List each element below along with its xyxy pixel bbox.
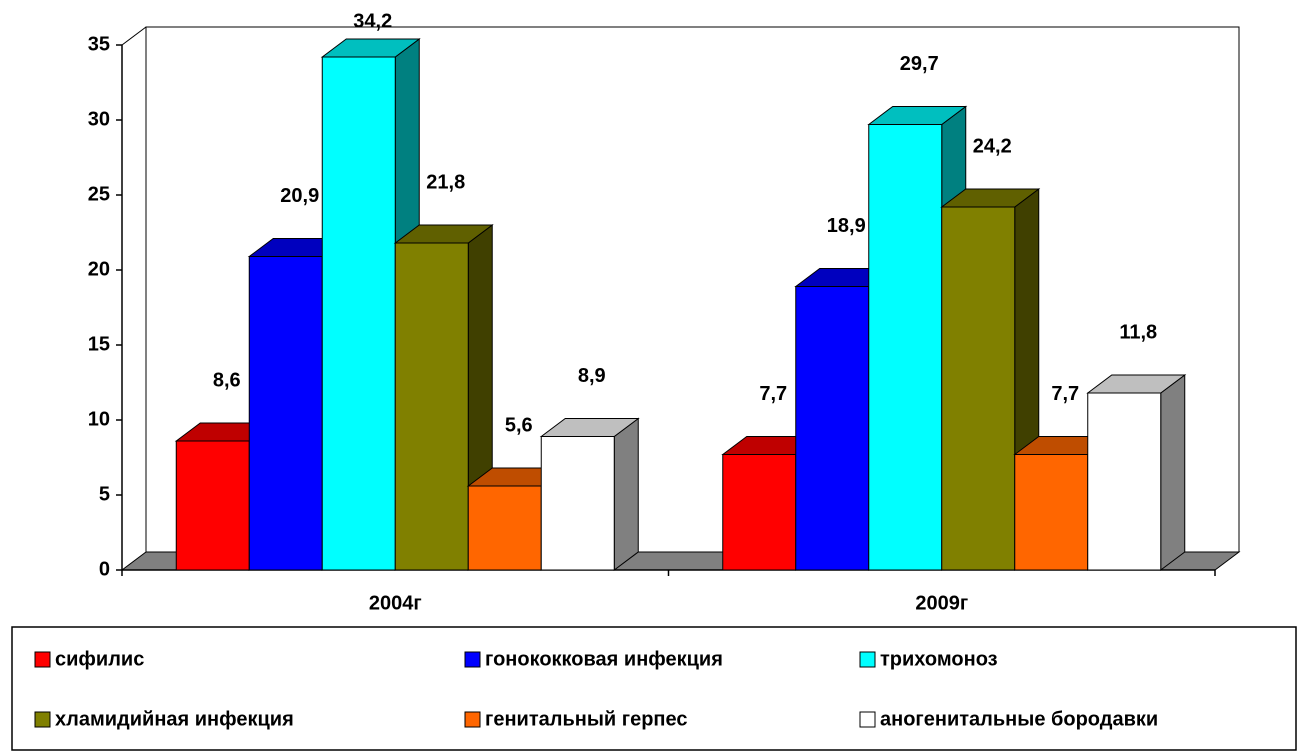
legend-swatch bbox=[464, 711, 481, 728]
bar-front bbox=[868, 124, 943, 571]
data-label: 5,6 bbox=[505, 414, 533, 436]
back-wall bbox=[145, 26, 1240, 552]
bar-front bbox=[722, 454, 797, 571]
data-label: 34,2 bbox=[353, 10, 392, 32]
legend-swatch bbox=[34, 651, 51, 668]
y-tick-label: 25 bbox=[88, 183, 110, 205]
data-label: 20,9 bbox=[280, 185, 319, 207]
data-label: 8,9 bbox=[578, 365, 606, 387]
y-tick-label: 10 bbox=[88, 408, 110, 430]
data-label: 7,7 bbox=[759, 383, 787, 405]
data-label: 11,8 bbox=[1119, 321, 1157, 343]
y-tick-label: 35 bbox=[88, 33, 110, 55]
bar bbox=[539, 417, 640, 571]
x-tick-label: 2004г bbox=[369, 592, 422, 614]
legend-label: аногенитальные бородавки bbox=[880, 708, 1158, 730]
bar-front bbox=[795, 286, 870, 571]
bar-side bbox=[613, 417, 639, 571]
bar-front bbox=[321, 56, 396, 571]
legend-label: генитальный герпес bbox=[485, 708, 688, 730]
legend-swatch bbox=[859, 711, 876, 728]
data-label: 18,9 bbox=[827, 215, 866, 237]
bar-front bbox=[540, 436, 615, 571]
bar-front bbox=[175, 440, 250, 571]
bar-front bbox=[1014, 454, 1089, 571]
legend-label: гонококковая инфекция bbox=[485, 648, 723, 670]
data-label: 7,7 bbox=[1051, 383, 1079, 405]
bar-front bbox=[1087, 392, 1162, 571]
x-tick-label: 2009г bbox=[915, 592, 968, 614]
legend-label: сифилис bbox=[55, 648, 144, 670]
y-tick-label: 15 bbox=[88, 333, 110, 355]
legend-swatch bbox=[34, 711, 51, 728]
y-tick-label: 20 bbox=[88, 258, 110, 280]
legend-swatch bbox=[859, 651, 876, 668]
bar-front bbox=[941, 206, 1016, 571]
bar bbox=[1086, 374, 1187, 571]
legend-label: трихомоноз bbox=[880, 648, 998, 670]
y-tick-label: 5 bbox=[99, 483, 110, 505]
legend-label: хламидийная инфекция bbox=[55, 708, 294, 730]
y-tick-label: 0 bbox=[99, 558, 110, 580]
data-label: 8,6 bbox=[213, 369, 241, 391]
bar-front bbox=[394, 242, 469, 571]
bar-side bbox=[1160, 374, 1186, 571]
data-label: 29,7 bbox=[900, 53, 939, 75]
data-label: 21,8 bbox=[426, 171, 465, 193]
legend-swatch bbox=[464, 651, 481, 668]
y-tick-label: 30 bbox=[88, 108, 110, 130]
wall-edge bbox=[121, 26, 147, 46]
bar-front bbox=[248, 256, 323, 571]
bar-front bbox=[467, 485, 542, 571]
legend-box bbox=[11, 626, 1297, 751]
data-label: 24,2 bbox=[973, 135, 1012, 157]
